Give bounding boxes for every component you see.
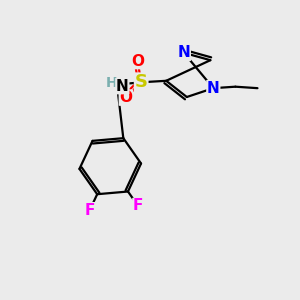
- Text: S: S: [135, 73, 148, 91]
- Text: N: N: [178, 45, 190, 60]
- Text: O: O: [119, 90, 132, 105]
- Text: O: O: [131, 54, 144, 69]
- Text: N: N: [207, 81, 220, 96]
- Text: H: H: [106, 76, 118, 90]
- Text: N: N: [116, 79, 129, 94]
- Text: F: F: [133, 199, 143, 214]
- Text: F: F: [85, 203, 95, 218]
